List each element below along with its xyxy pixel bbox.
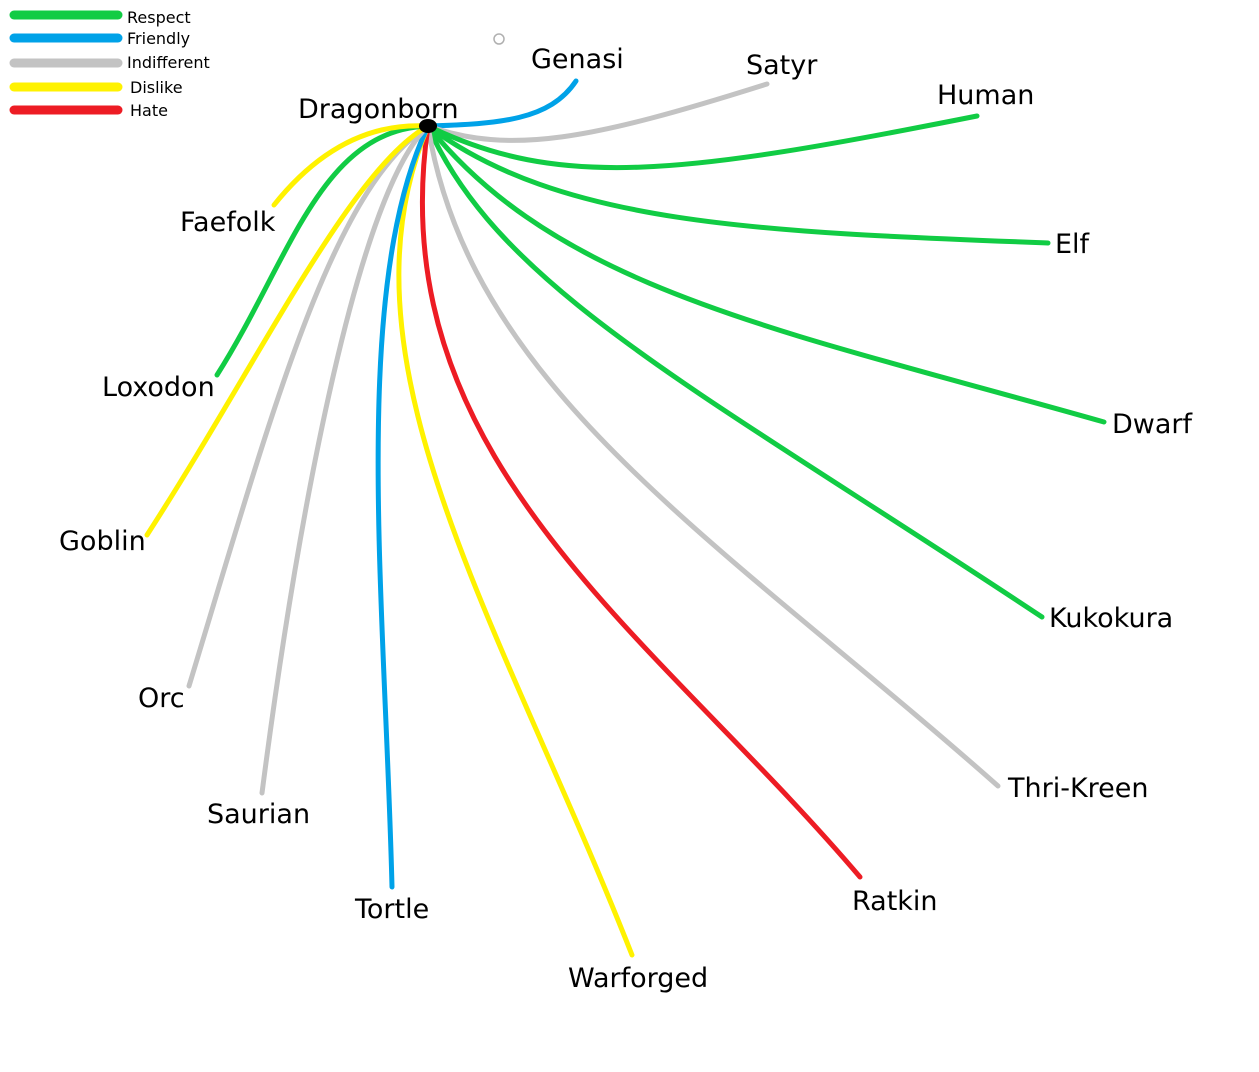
edge-goblin: [144, 123, 431, 538]
edge-orc: [186, 123, 431, 689]
race-label-dwarf: Dwarf: [1112, 409, 1194, 440]
center-node: [419, 119, 437, 133]
edge-satyr: [425, 81, 770, 143]
edge-genasi: [425, 78, 579, 129]
legend-label-respect: Respect: [127, 8, 191, 27]
race-label-thri-kreen: Thri-Kreen: [1007, 773, 1149, 804]
legend-item-dislike: Dislike: [9, 78, 183, 97]
race-label-ratkin: Ratkin: [852, 886, 938, 917]
edge-elf: [425, 123, 1051, 246]
edge-warforged: [396, 123, 635, 958]
race-label-kukokura: Kukokura: [1049, 603, 1173, 634]
race-label-loxodon: Loxodon: [102, 372, 215, 403]
center-label: Dragonborn: [298, 94, 459, 125]
race-label-tortle: Tortle: [354, 894, 429, 925]
edge-human: [425, 113, 980, 171]
race-label-warforged: Warforged: [568, 963, 708, 994]
race-label-genasi: Genasi: [531, 44, 624, 75]
edge-kukokura: [425, 123, 1045, 620]
legend-item-respect: Respect: [9, 8, 191, 27]
edge-faefolk: [271, 123, 431, 208]
race-label-satyr: Satyr: [746, 50, 818, 81]
race-label-faefolk: Faefolk: [180, 207, 276, 238]
legend-label-dislike: Dislike: [130, 78, 183, 97]
legend-item-indifferent: Indifferent: [9, 53, 210, 72]
edge-thri-kreen: [425, 123, 1001, 789]
race-label-orc: Orc: [138, 683, 185, 714]
legend-label-indifferent: Indifferent: [127, 53, 210, 72]
legend-label-hate: Hate: [130, 101, 168, 120]
legend-label-friendly: Friendly: [127, 29, 190, 48]
cursor-circle: [493, 33, 505, 45]
edge-saurian: [259, 123, 431, 796]
edge-loxodon: [214, 123, 431, 378]
race-label-saurian: Saurian: [207, 799, 310, 830]
edge-tortle: [375, 123, 431, 890]
race-label-goblin: Goblin: [59, 526, 146, 557]
relationship-edges: [144, 78, 1107, 958]
legend: Respect Friendly Indifferent Dislike Hate: [9, 8, 210, 120]
race-labels: Genasi Satyr Human Elf Dwarf Kukokura Thri-Kre…: [59, 44, 1194, 994]
edge-dwarf: [425, 123, 1107, 425]
legend-item-friendly: Friendly: [9, 29, 190, 48]
race-label-elf: Elf: [1055, 229, 1091, 260]
edge-ratkin: [420, 123, 863, 880]
legend-item-hate: Hate: [9, 101, 168, 120]
race-label-human: Human: [937, 80, 1034, 111]
